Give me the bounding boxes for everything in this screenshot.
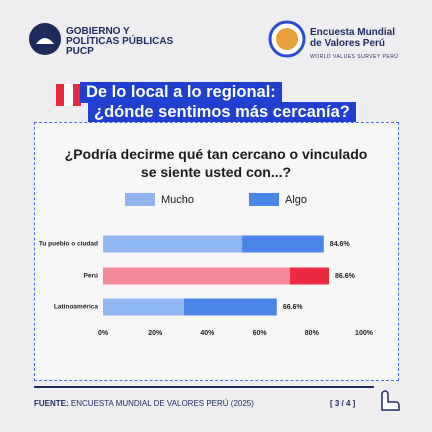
logo-text: GOBIERNO Y [66,26,130,37]
logo-sub: WORLD VALUES SURVEY PERÚ [310,54,399,60]
x-tick-label: 80% [305,330,320,337]
x-tick-label: 20% [148,330,163,337]
headline: ¿dónde sentimos más cercanía? [88,102,356,123]
source-label: FUENTE: [34,399,69,408]
left-logo: GOBIERNO Y POLÍTICAS PÚBLICAS PUCP [66,27,173,57]
x-tick-label: 0% [98,330,109,337]
right-logo: Encuesta Mundial de Valores Perú WORLD V… [310,27,398,63]
chart-title: ¿Podría decirme qué tan cercano o vincul… [65,146,368,180]
left-logo-icon [29,23,61,55]
footer: FUENTE: ENCUESTA MUNDIAL DE VALORES PERÚ… [34,399,254,408]
logo-text: POLÍTICAS PÚBLICAS [66,36,174,47]
total-label: 66.6% [283,304,304,311]
bar-segment [289,267,330,285]
x-tick-label: 40% [200,330,215,337]
page-number: [ 3 / 4 ] [330,399,356,408]
x-tick-label: 100% [355,330,374,337]
logo-text: Encuesta Mundial [310,27,396,38]
legend-swatch [125,193,155,206]
y-tick-label: Tu pueblo o ciudad [39,241,98,248]
y-tick-label: Latinoamérica [54,304,98,311]
y-tick-label: Perú [84,273,98,280]
headline: De lo local a lo regional: [80,82,282,103]
logo-text: PUCP [66,46,94,57]
bar-segment [242,235,324,253]
swipe-icon [381,390,400,411]
logo-text: de Valores Perú [310,38,386,49]
total-label: 86.6% [335,273,356,280]
legend-label: Algo [285,194,307,206]
bar-segment [103,298,184,316]
total-label: 84.6% [330,241,351,248]
right-logo-icon [268,20,306,58]
source: ENCUESTA MUNDIAL DE VALORES PERÚ (2025) [70,399,254,408]
bar-segment [103,267,290,285]
legend-label: Mucho [161,194,194,206]
bar-segment [103,235,243,253]
footer-rule [34,386,374,388]
flag [56,84,81,106]
legend-swatch [249,193,279,206]
bar-segment [183,298,277,316]
x-tick-label: 60% [253,330,268,337]
